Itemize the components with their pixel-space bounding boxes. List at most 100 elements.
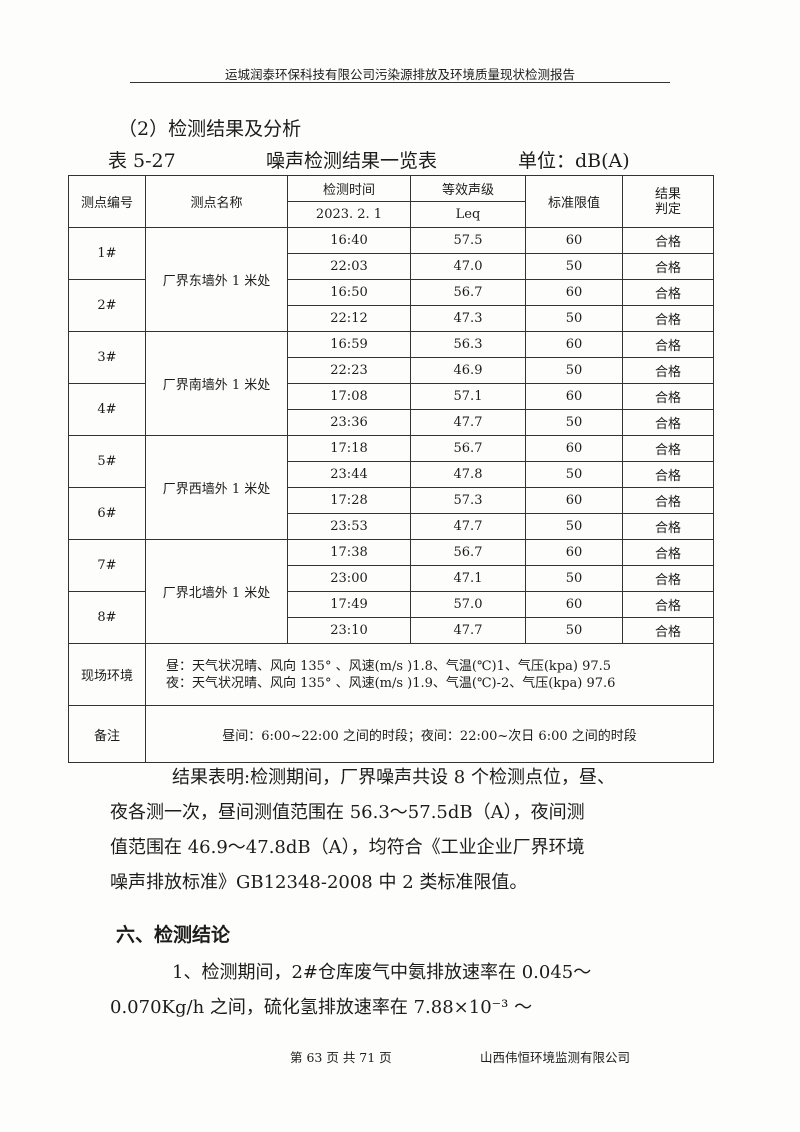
- level-cell: 56.7: [410, 435, 526, 462]
- table-row: 5# 厂界西墙外 1 米处 17:18 56.7 60 合格: [68, 435, 714, 540]
- table-row: 1# 厂界东墙外 1 米处 16:40 57.5 60 合格: [68, 227, 714, 332]
- env-night: 夜：天气状况晴、风向 135° 、风速(m/s )1.9、气温(℃)-2、气压(…: [166, 675, 616, 691]
- limit-cell: 60: [525, 383, 623, 410]
- header-level: 等效声级: [410, 175, 526, 202]
- level-cell: 47.0: [410, 253, 526, 280]
- table-row: 3# 厂界南墙外 1 米处 16:59 56.3 60 合格: [68, 331, 714, 436]
- result-cell: 合格: [622, 227, 714, 254]
- limit-cell: 50: [525, 461, 623, 488]
- env-cell: 昼：天气状况晴、风向 135° 、风速(m/s )1.8、气温(℃)1、气压(k…: [145, 643, 714, 706]
- result-cell: 合格: [622, 461, 714, 488]
- point-no: 6#: [68, 487, 146, 540]
- noise-results-table: 测点编号 测点名称 检测时间 等效声级 标准限值 结果判定 2023. 2. 1…: [68, 175, 714, 763]
- table-title: 噪声检测结果一览表: [266, 150, 438, 172]
- result-cell: 合格: [622, 565, 714, 592]
- env-day: 昼：天气状况晴、风向 135° 、风速(m/s )1.8、气温(℃)1、气压(k…: [166, 658, 612, 674]
- table-row: 7# 厂界北墙外 1 米处 17:38 56.7 60 合格: [68, 539, 714, 644]
- level-cell: 47.1: [410, 565, 526, 592]
- header-leq: Leq: [410, 201, 526, 228]
- time-cell: 16:59: [287, 331, 411, 358]
- result-cell: 合格: [622, 253, 714, 280]
- level-cell: 57.0: [410, 591, 526, 618]
- time-cell: 23:10: [287, 617, 411, 644]
- report-header: 运城润泰环保科技有限公司污染源排放及环境质量现状检测报告: [224, 67, 575, 82]
- table-row: 22:12 47.3 50 合格: [69, 305, 714, 332]
- table-unit: 单位：dB(A): [518, 150, 630, 172]
- result-cell: 合格: [622, 331, 714, 358]
- time-cell: 17:49: [287, 591, 411, 618]
- limit-cell: 50: [525, 617, 623, 644]
- level-cell: 46.9: [410, 357, 526, 384]
- level-cell: 47.3: [410, 305, 526, 332]
- time-cell: 23:36: [287, 409, 411, 436]
- limit-cell: 60: [525, 539, 623, 566]
- result-cell: 合格: [622, 617, 714, 644]
- paragraph-line: 值范围在 46.9～47.8dB（A），均符合《工业企业厂界环境: [110, 837, 585, 858]
- limit-cell: 60: [525, 591, 623, 618]
- result-cell: 合格: [622, 357, 714, 384]
- limit-cell: 50: [525, 357, 623, 384]
- note-text: 昼间：6:00~22:00 之间的时段；夜间：22:00~次日 6:00 之间的…: [145, 705, 714, 763]
- level-cell: 47.8: [410, 461, 526, 488]
- point-name: 厂界北墙外 1 米处: [145, 539, 288, 644]
- table-row: 23:36 47.7 50 合格: [69, 409, 714, 436]
- limit-cell: 60: [525, 331, 623, 358]
- header-point-name: 测点名称: [145, 175, 288, 228]
- limit-cell: 50: [525, 253, 623, 280]
- level-cell: 56.7: [410, 279, 526, 306]
- page-number: 第 63 页 共 71 页: [290, 1050, 392, 1065]
- time-cell: 17:18: [287, 435, 411, 462]
- time-cell: 17:38: [287, 539, 411, 566]
- point-no: 4#: [68, 383, 146, 436]
- table-row: 8# 17:49 57.0 60 合格: [68, 591, 714, 644]
- header-time: 检测时间: [287, 175, 411, 202]
- time-cell: 23:44: [287, 461, 411, 488]
- point-name: 厂界南墙外 1 米处: [145, 331, 288, 436]
- time-cell: 23:00: [287, 565, 411, 592]
- limit-cell: 50: [525, 513, 623, 540]
- limit-cell: 60: [525, 227, 623, 254]
- header-result: 结果判定: [622, 175, 714, 228]
- level-cell: 56.3: [410, 331, 526, 358]
- point-no: 5#: [68, 435, 146, 488]
- limit-cell: 60: [525, 435, 623, 462]
- table-row: 23:44 47.8 50 合格: [69, 461, 714, 488]
- limit-cell: 50: [525, 305, 623, 332]
- result-cell: 合格: [622, 305, 714, 332]
- result-cell: 合格: [622, 539, 714, 566]
- header-limit: 标准限值: [525, 175, 623, 228]
- point-no: 1#: [68, 227, 146, 280]
- time-cell: 16:40: [287, 227, 411, 254]
- point-no: 3#: [68, 331, 146, 384]
- point-no: 7#: [68, 539, 146, 592]
- level-cell: 47.7: [410, 617, 526, 644]
- level-cell: 57.1: [410, 383, 526, 410]
- level-cell: 47.7: [410, 513, 526, 540]
- table-row: 2# 16:50 56.7 60 合格: [68, 279, 714, 332]
- paragraph-line: 夜各测一次，昼间测值范围在 56.3～57.5dB（A），夜间测: [110, 802, 585, 823]
- header-divider: [130, 82, 670, 83]
- result-cell: 合格: [622, 279, 714, 306]
- limit-cell: 60: [525, 487, 623, 514]
- limit-cell: 60: [525, 279, 623, 306]
- section-6-heading: 六、检测结论: [116, 924, 231, 946]
- result-cell: 合格: [622, 383, 714, 410]
- result-cell: 合格: [622, 435, 714, 462]
- header-date: 2023. 2. 1: [287, 201, 411, 228]
- time-cell: 22:12: [287, 305, 411, 332]
- limit-cell: 50: [525, 409, 623, 436]
- env-label: 现场环境: [68, 643, 146, 706]
- section-heading: （2）检测结果及分析: [118, 118, 302, 140]
- result-cell: 合格: [622, 591, 714, 618]
- time-cell: 16:50: [287, 279, 411, 306]
- time-cell: 22:03: [287, 253, 411, 280]
- table-number: 表 5-27: [108, 150, 176, 172]
- level-cell: 56.7: [410, 539, 526, 566]
- result-cell: 合格: [622, 513, 714, 540]
- point-no: 8#: [68, 591, 146, 644]
- level-cell: 47.7: [410, 409, 526, 436]
- paragraph-line: 0.070Kg/h 之间，硫化氢排放速率在 7.88×10⁻³ ～: [110, 997, 533, 1018]
- paragraph-line: 结果表明:检测期间，厂界噪声共设 8 个检测点位，昼、: [172, 767, 615, 788]
- point-no: 2#: [68, 279, 146, 332]
- time-cell: 22:23: [287, 357, 411, 384]
